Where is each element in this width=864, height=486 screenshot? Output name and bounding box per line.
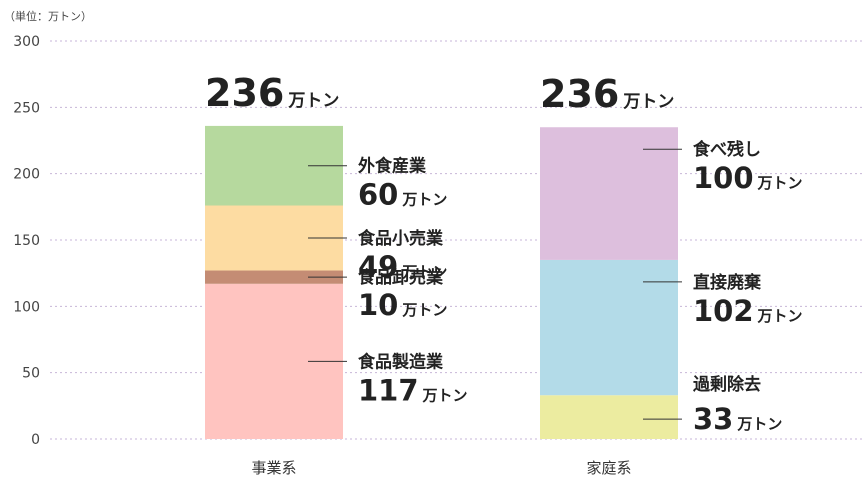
y-tick-label: 150 — [13, 233, 40, 249]
total-label: 236 万トン — [205, 71, 339, 115]
segment-unit: 万トン — [422, 386, 468, 404]
segment-unit: 万トン — [401, 263, 447, 281]
segment-unit: 万トン — [757, 174, 803, 192]
segment-unit: 万トン — [757, 307, 803, 325]
segment-value: 100 万トン — [693, 161, 803, 195]
category-label: 家庭系 — [586, 459, 631, 477]
segment-unit: 万トン — [401, 301, 447, 319]
segment-value: 117 万トン — [358, 373, 468, 407]
segment-unit: 万トン — [736, 415, 782, 433]
bar-segment — [540, 395, 678, 439]
segment-label: 食品卸売業 — [358, 267, 443, 288]
segment-number: 10 — [358, 288, 398, 322]
gridlines — [50, 40, 862, 440]
segment-number: 60 — [358, 178, 398, 212]
segment-label: 外食産業 — [358, 156, 426, 177]
y-axis-ticks: 0 50 100 150 200 250 300 — [13, 34, 40, 448]
total-value: 236 — [540, 72, 619, 116]
bar-segment — [540, 259, 678, 396]
segment-number: 117 — [358, 373, 419, 407]
segment-label: 過剰除去 — [693, 374, 761, 395]
unit-label: （単位：万トン） — [4, 9, 92, 23]
total-unit: 万トン — [622, 92, 674, 112]
segment-label: 食品小売業 — [358, 228, 443, 249]
segment-number: 100 — [693, 161, 754, 195]
y-tick-label: 300 — [13, 34, 40, 50]
segment-label: 食品製造業 — [358, 351, 443, 372]
segment-number: 33 — [693, 402, 733, 436]
bar-segment — [205, 270, 343, 284]
total-value: 236 — [205, 71, 284, 115]
y-tick-label: 250 — [13, 100, 40, 116]
total-label: 236 万トン — [540, 72, 674, 116]
segment-number: 49 — [358, 250, 398, 284]
segment-value: 10 万トン — [358, 288, 447, 322]
y-tick-label: 0 — [31, 432, 40, 448]
segment-label: 直接廃棄 — [693, 272, 762, 293]
y-tick-label: 50 — [22, 366, 40, 382]
segment-value: 33 万トン — [693, 402, 782, 436]
segment-value: 102 万トン — [693, 294, 803, 328]
segment-value: 49 万トン — [358, 250, 447, 284]
segment-number: 102 — [693, 294, 754, 328]
segment-label: 食べ残し — [693, 139, 761, 160]
total-unit: 万トン — [287, 91, 339, 111]
bar-segment — [540, 127, 678, 260]
category-label: 事業系 — [251, 459, 296, 477]
y-tick-label: 100 — [13, 299, 40, 315]
y-tick-label: 200 — [13, 167, 40, 183]
segment-unit: 万トン — [401, 191, 447, 209]
segment-value: 60 万トン — [358, 178, 447, 212]
